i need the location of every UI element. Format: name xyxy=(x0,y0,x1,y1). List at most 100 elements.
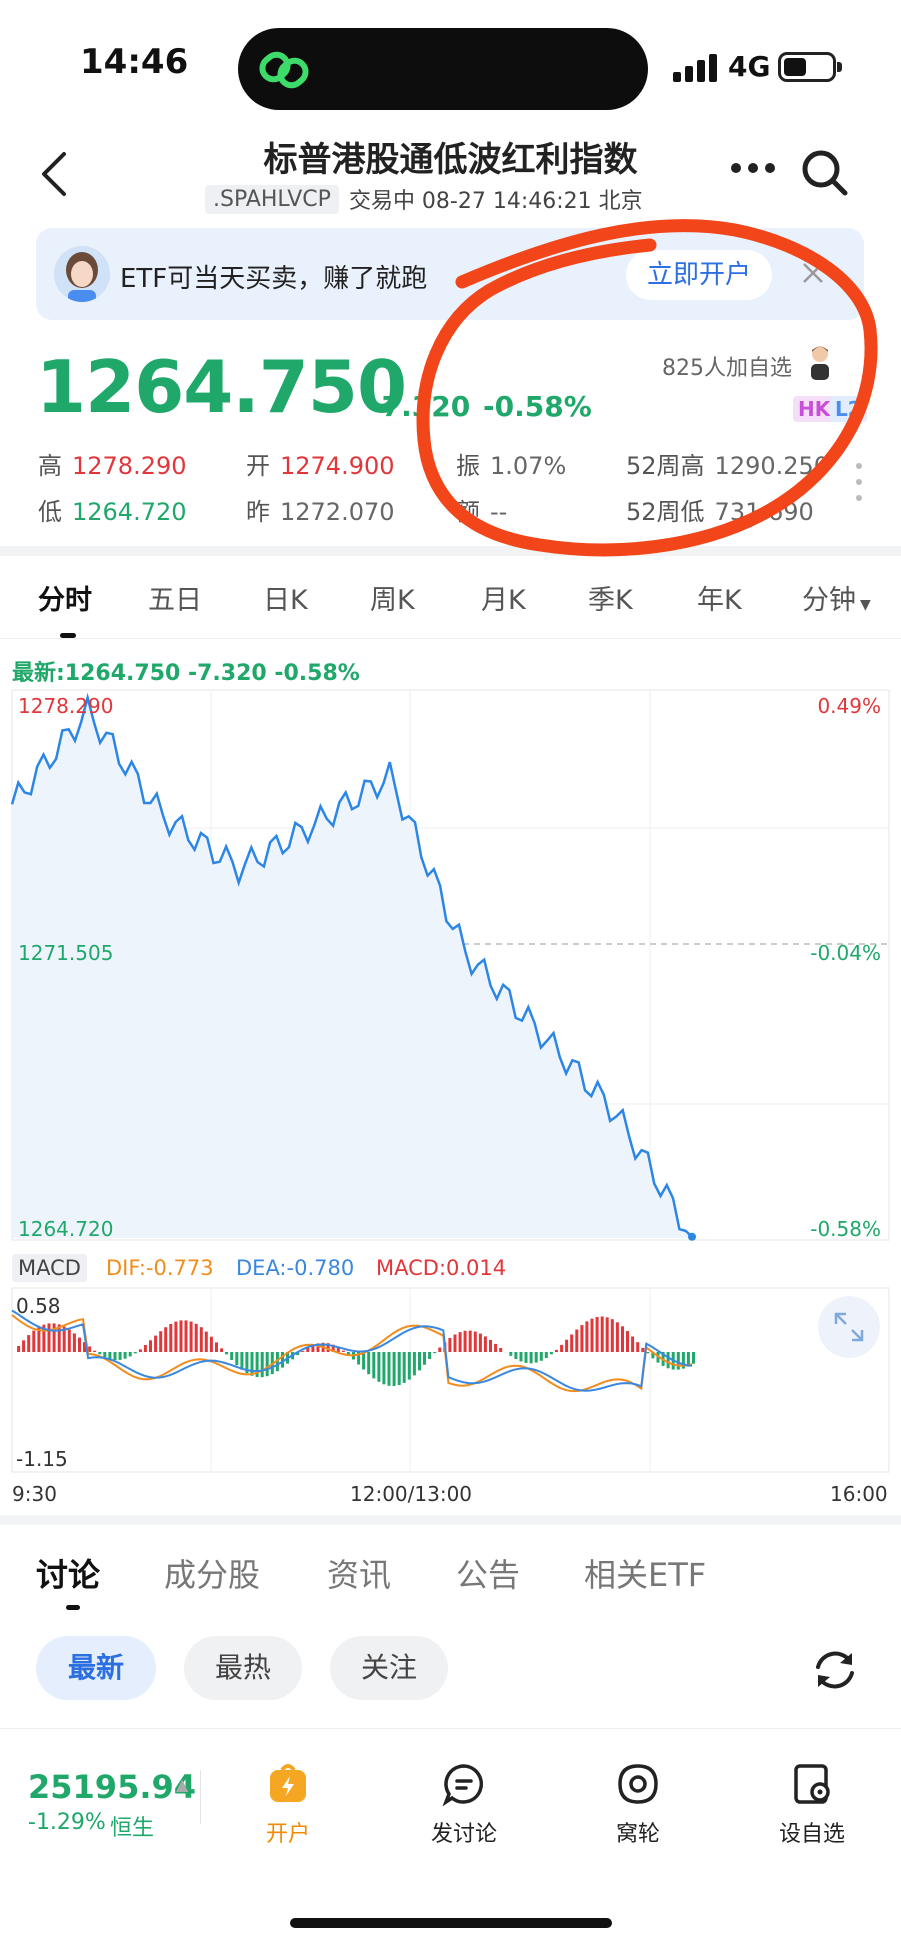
nav-open-account[interactable]: 开户 xyxy=(228,1762,348,1848)
chat-icon xyxy=(442,1764,484,1807)
expand-stats-icon[interactable] xyxy=(855,462,863,502)
macd-bar xyxy=(367,1352,371,1375)
macd-bar xyxy=(646,1352,650,1354)
tab-intraday[interactable]: 分时 xyxy=(38,585,92,616)
macd-bar xyxy=(225,1352,229,1355)
tab-minute[interactable]: 分钟 ▼ xyxy=(802,585,871,616)
macd-bar xyxy=(174,1321,178,1352)
y-axis-top-label: 1278.290 xyxy=(18,694,113,718)
macd-bar xyxy=(402,1352,406,1383)
tab-weekly-k[interactable]: 周K xyxy=(370,585,415,616)
home-indicator xyxy=(290,1918,612,1928)
macd-bar xyxy=(265,1352,269,1377)
macd-bar xyxy=(600,1316,604,1352)
macd-bar xyxy=(641,1347,645,1352)
y-axis-bottom-label: 1264.720 xyxy=(18,1217,113,1241)
macd-bar xyxy=(255,1352,259,1377)
macd-bar xyxy=(636,1342,640,1352)
network-label: 4G xyxy=(728,50,771,83)
macd-bar xyxy=(529,1352,533,1364)
search-icon[interactable] xyxy=(800,148,850,198)
hsi-index-value[interactable]: 25195.94 xyxy=(28,1768,197,1806)
nav-add-watchlist[interactable]: 设自选 xyxy=(752,1762,872,1848)
section-divider xyxy=(0,1515,901,1525)
tab-news[interactable]: 资讯 xyxy=(327,1556,392,1594)
macd-bar xyxy=(194,1323,198,1352)
macd-bar xyxy=(113,1352,117,1361)
macd-bar xyxy=(448,1338,452,1352)
macd-bar xyxy=(377,1352,381,1382)
close-icon[interactable] xyxy=(800,260,826,286)
tab-quarterly-k[interactable]: 季K xyxy=(588,585,633,616)
macd-bar xyxy=(590,1318,594,1352)
tab-announcements[interactable]: 公告 xyxy=(456,1556,521,1594)
macd-bottom-label: -1.15 xyxy=(16,1447,68,1471)
macd-bar xyxy=(204,1331,208,1352)
add-watchlist-icon xyxy=(794,1764,830,1804)
tab-yearly-k[interactable]: 年K xyxy=(697,585,742,616)
macd-bar xyxy=(438,1347,442,1352)
more-icon[interactable] xyxy=(730,162,776,174)
price-change: -7.320 xyxy=(370,390,471,423)
macd-bar xyxy=(27,1335,31,1352)
macd-bar xyxy=(489,1339,492,1352)
macd-histogram xyxy=(17,1316,695,1386)
section-divider xyxy=(0,546,901,556)
chevron-down-icon: ▼ xyxy=(860,597,871,613)
macd-bar xyxy=(22,1340,26,1352)
hsi-name: 恒生 xyxy=(110,1816,155,1841)
tab-5day[interactable]: 五日 xyxy=(148,585,202,616)
macd-bar xyxy=(164,1327,168,1352)
open-account-button[interactable]: 立即开户 xyxy=(626,250,772,300)
divider xyxy=(0,638,901,639)
macd-bar xyxy=(316,1343,320,1352)
chip-hot[interactable]: 最热 xyxy=(184,1636,302,1700)
link-icon xyxy=(259,51,309,89)
refresh-icon[interactable] xyxy=(810,1645,860,1695)
tab-discussion[interactable]: 讨论 xyxy=(36,1556,101,1594)
macd-bar xyxy=(676,1352,680,1370)
tab-constituents[interactable]: 成分股 xyxy=(164,1556,261,1594)
macd-bar xyxy=(179,1320,183,1352)
macd-bar xyxy=(143,1345,147,1352)
macd-bar xyxy=(362,1352,366,1370)
macd-bar xyxy=(463,1330,467,1352)
last-price: 1264.750 xyxy=(36,345,407,429)
chip-latest[interactable]: 最新 xyxy=(36,1636,156,1700)
tab-related-etf[interactable]: 相关ETF xyxy=(584,1556,707,1594)
chip-following[interactable]: 关注 xyxy=(330,1636,448,1700)
battery-tip xyxy=(837,62,842,72)
macd-bar xyxy=(473,1331,477,1352)
macd-bar xyxy=(275,1352,279,1372)
macd-bar xyxy=(626,1331,629,1352)
macd-indicator-tag[interactable]: MACD xyxy=(12,1254,87,1282)
macd-bar xyxy=(478,1333,482,1352)
back-arrow-icon[interactable] xyxy=(36,150,72,198)
macd-bar xyxy=(235,1352,239,1366)
macd-bar xyxy=(47,1323,51,1352)
macd-top-label: 0.58 xyxy=(16,1294,61,1318)
tab-daily-k[interactable]: 日K xyxy=(263,585,308,616)
macd-bar xyxy=(67,1329,71,1352)
x-axis-mid: 12:00/13:00 xyxy=(350,1482,473,1506)
macd-bar xyxy=(296,1352,300,1355)
intraday-chart[interactable]: 1278.290 1271.505 1264.720 0.49% -0.04% … xyxy=(0,685,901,1475)
macd-bar xyxy=(499,1348,503,1352)
nav-post-discussion[interactable]: 发讨论 xyxy=(404,1762,524,1848)
tab-monthly-k[interactable]: 月K xyxy=(481,585,526,616)
macd-value: MACD:0.014 xyxy=(376,1256,507,1280)
warrant-icon xyxy=(618,1764,658,1804)
page-title: 标普港股通低波红利指数 xyxy=(263,140,638,180)
macd-bar xyxy=(372,1352,376,1379)
macd-bar xyxy=(585,1321,589,1352)
nav-warrants[interactable]: 窝轮 xyxy=(578,1762,698,1848)
macd-bar xyxy=(651,1352,655,1359)
macd-bar xyxy=(98,1352,102,1355)
macd-bar xyxy=(514,1352,518,1359)
hk-badge: HK xyxy=(793,396,836,422)
fullscreen-icon[interactable] xyxy=(818,1296,880,1358)
last-price-dot xyxy=(688,1232,696,1241)
macd-bar xyxy=(184,1320,188,1352)
macd-bar xyxy=(215,1342,218,1352)
macd-bar xyxy=(336,1347,340,1352)
